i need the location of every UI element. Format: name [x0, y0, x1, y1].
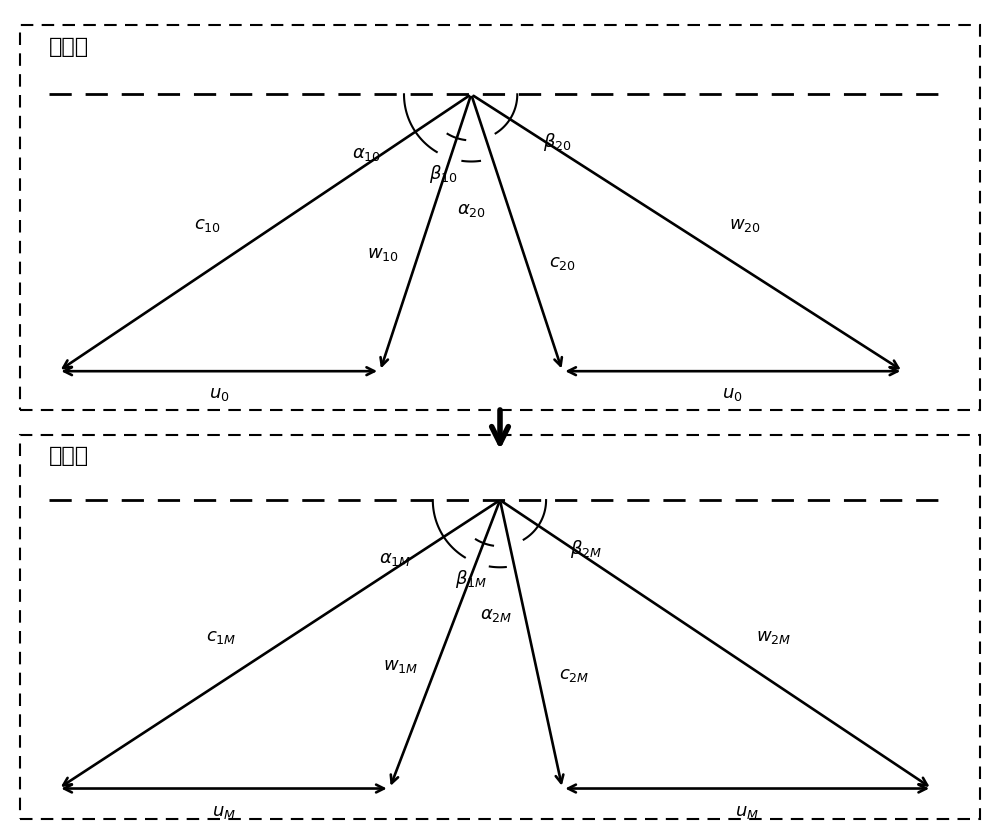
Text: $\alpha_{1M}$: $\alpha_{1M}$	[379, 550, 412, 568]
Text: $u_M$: $u_M$	[212, 803, 236, 821]
Text: $\beta_{1M}$: $\beta_{1M}$	[455, 568, 487, 590]
Text: $c_{1M}$: $c_{1M}$	[206, 628, 237, 645]
Text: $w_{2M}$: $w_{2M}$	[756, 628, 791, 645]
Text: $u_0$: $u_0$	[209, 385, 230, 403]
Text: $\beta_{20}$: $\beta_{20}$	[543, 131, 572, 153]
Text: $\beta_{2M}$: $\beta_{2M}$	[570, 538, 602, 560]
Text: $w_{20}$: $w_{20}$	[729, 216, 761, 234]
Text: $w_{10}$: $w_{10}$	[367, 245, 399, 263]
Text: $\alpha_{20}$: $\alpha_{20}$	[457, 201, 486, 218]
Text: $\beta_{10}$: $\beta_{10}$	[429, 163, 458, 185]
Text: $c_{2M}$: $c_{2M}$	[559, 666, 590, 684]
Text: 模化前: 模化前	[49, 37, 89, 57]
Text: $w_{1M}$: $w_{1M}$	[383, 657, 419, 675]
Text: 模化后: 模化后	[49, 446, 89, 466]
Text: $\alpha_{10}$: $\alpha_{10}$	[352, 145, 381, 162]
Text: $u_0$: $u_0$	[722, 385, 743, 403]
Text: $c_{10}$: $c_{10}$	[194, 216, 221, 234]
Text: $c_{20}$: $c_{20}$	[549, 253, 576, 272]
Text: $u_M$: $u_M$	[735, 803, 759, 821]
Text: $\alpha_{2M}$: $\alpha_{2M}$	[480, 606, 512, 624]
